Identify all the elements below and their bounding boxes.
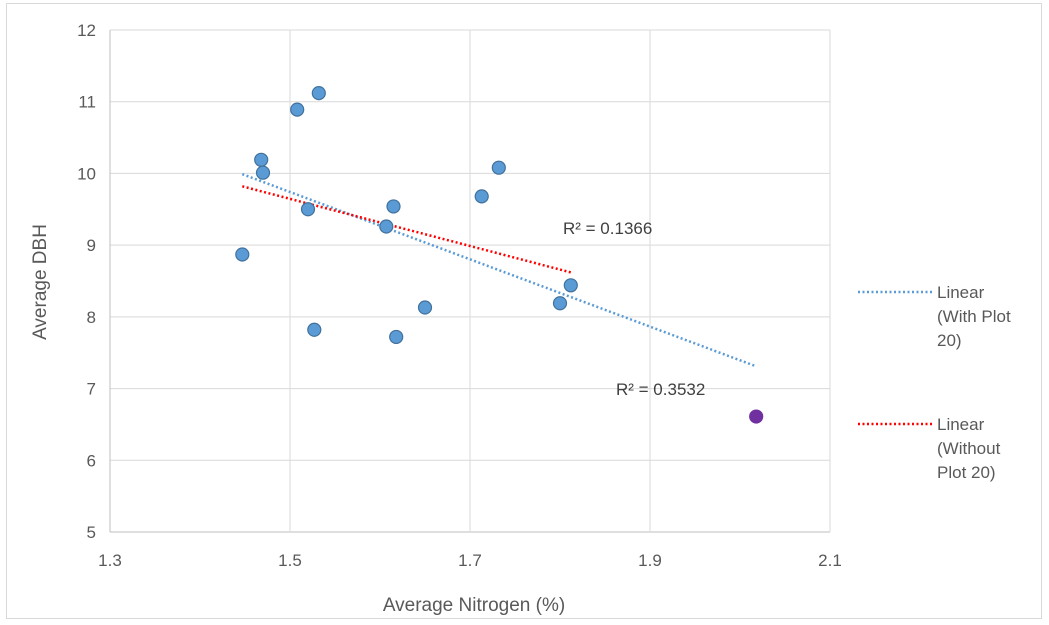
r2-label-without-plot-20: R² = 0.1366 bbox=[563, 219, 652, 238]
y-tick-label: 10 bbox=[77, 164, 96, 183]
chart-frame bbox=[6, 3, 1042, 619]
data-point bbox=[379, 219, 394, 234]
legend-label: Linear bbox=[937, 415, 985, 434]
y-axis-title: Average DBH bbox=[30, 224, 51, 340]
x-tick-label: 1.7 bbox=[458, 551, 482, 570]
y-tick-label: 12 bbox=[77, 21, 96, 40]
legend-label: (With Plot bbox=[937, 307, 1011, 326]
data-point bbox=[290, 102, 305, 117]
legend: Linear (With Plot 20) Linear (Without Plot 20… bbox=[858, 283, 1011, 482]
x-axis-title: Average Nitrogen (%) bbox=[383, 595, 565, 616]
data-points bbox=[235, 86, 764, 424]
legend-label: Plot 20) bbox=[937, 463, 996, 482]
data-point bbox=[235, 247, 250, 262]
data-point bbox=[417, 300, 433, 315]
data-point bbox=[307, 322, 322, 337]
data-point bbox=[474, 189, 489, 204]
data-point bbox=[254, 152, 269, 167]
r-squared-labels: R² = 0.3532 R² = 0.1366 bbox=[563, 219, 705, 399]
gridlines bbox=[109, 29, 831, 533]
x-tick-label: 1.9 bbox=[638, 551, 662, 570]
legend-label: (Without bbox=[937, 439, 1001, 458]
y-tick-label: 5 bbox=[87, 523, 96, 542]
legend-label: 20) bbox=[937, 331, 962, 350]
data-point bbox=[491, 160, 506, 175]
y-tick-label: 6 bbox=[87, 451, 96, 470]
legend-label: Linear bbox=[937, 283, 985, 302]
trendline-with-plot-20 bbox=[241, 172, 757, 368]
data-point bbox=[255, 165, 271, 180]
data-point bbox=[552, 296, 568, 311]
y-tick-label: 8 bbox=[87, 308, 96, 327]
trendlines bbox=[241, 172, 757, 368]
data-point bbox=[563, 278, 578, 293]
data-point bbox=[300, 202, 316, 217]
data-point bbox=[389, 329, 404, 345]
x-tick-label: 1.5 bbox=[278, 551, 302, 570]
y-tick-label: 9 bbox=[87, 236, 96, 255]
y-tick-label: 11 bbox=[78, 93, 96, 112]
x-tick-label: 2.1 bbox=[818, 551, 842, 570]
plot-20-data-point bbox=[749, 409, 764, 424]
r2-label-with-plot-20: R² = 0.3532 bbox=[616, 380, 705, 399]
data-point bbox=[311, 86, 326, 101]
y-tick-label: 7 bbox=[87, 380, 96, 399]
data-point bbox=[386, 199, 401, 214]
x-axis-ticks: 1.3 1.5 1.7 1.9 2.1 bbox=[98, 551, 842, 570]
x-tick-label: 1.3 bbox=[98, 551, 122, 570]
y-axis-ticks: 5 6 7 8 9 10 11 12 bbox=[77, 21, 96, 542]
trendline-without-plot-20 bbox=[241, 185, 572, 274]
